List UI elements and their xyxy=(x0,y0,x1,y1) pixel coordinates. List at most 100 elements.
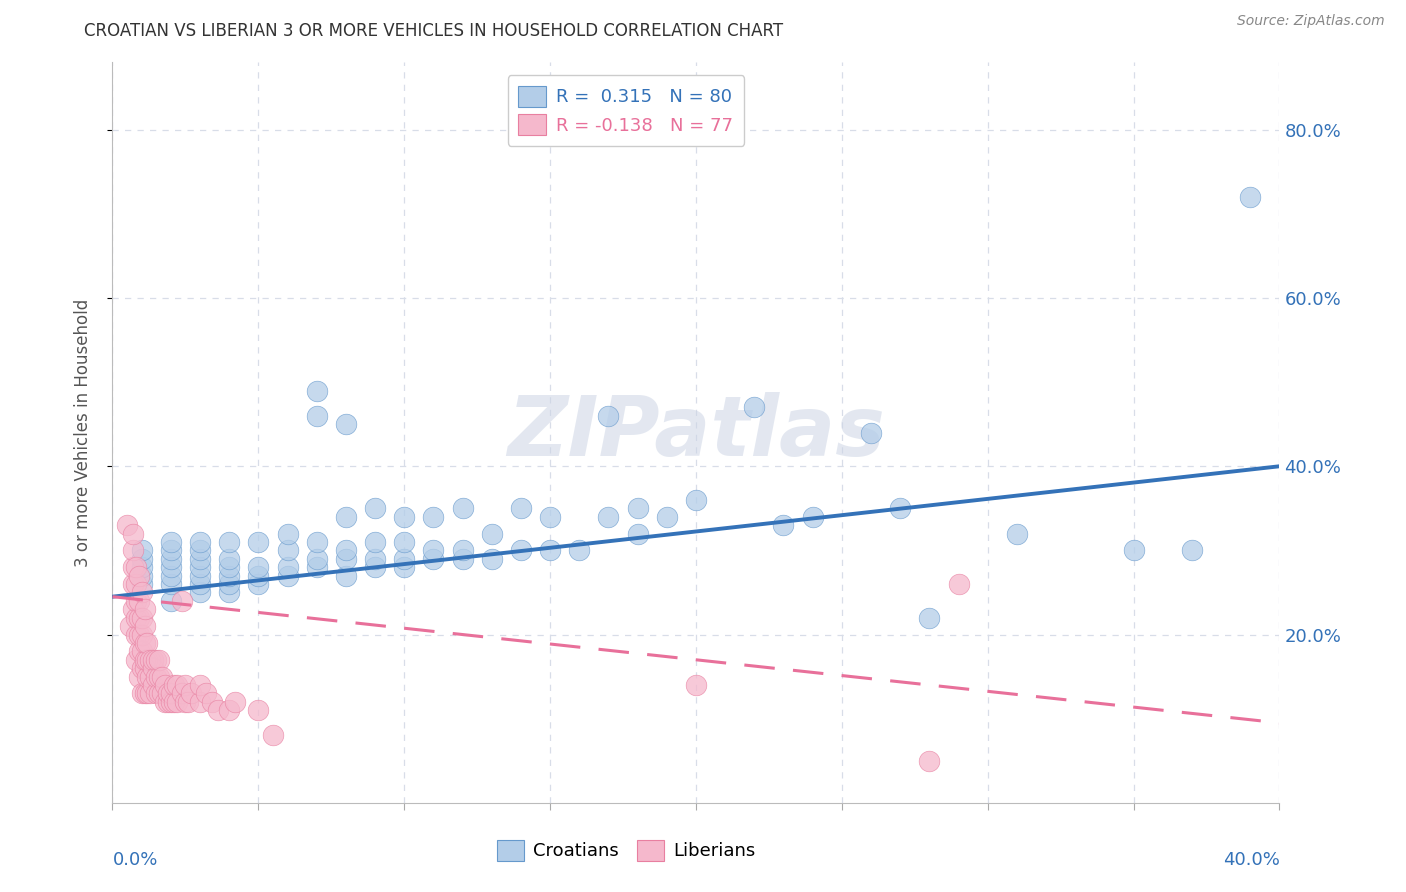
Point xyxy=(918,610,941,624)
Point xyxy=(538,509,561,524)
Point xyxy=(218,568,240,582)
Point xyxy=(145,653,167,667)
Point xyxy=(128,627,150,641)
Point xyxy=(335,543,357,558)
Point xyxy=(538,543,561,558)
Point xyxy=(131,627,153,641)
Point xyxy=(1239,190,1261,204)
Point xyxy=(627,526,650,541)
Point xyxy=(134,636,156,650)
Point xyxy=(122,560,145,574)
Point xyxy=(136,670,159,684)
Point xyxy=(247,568,270,582)
Point xyxy=(148,653,170,667)
Point xyxy=(364,551,387,566)
Text: 0.0%: 0.0% xyxy=(112,851,157,870)
Point xyxy=(568,543,591,558)
Point xyxy=(364,560,387,574)
Point xyxy=(889,501,911,516)
Point xyxy=(125,594,148,608)
Point xyxy=(188,585,211,599)
Point xyxy=(188,543,211,558)
Point xyxy=(174,678,197,692)
Point xyxy=(148,670,170,684)
Point xyxy=(685,492,707,507)
Point xyxy=(207,703,229,717)
Point xyxy=(335,417,357,432)
Point xyxy=(218,585,240,599)
Point xyxy=(160,551,183,566)
Point xyxy=(218,535,240,549)
Point xyxy=(156,695,179,709)
Point xyxy=(1181,543,1204,558)
Point xyxy=(247,703,270,717)
Point xyxy=(218,560,240,574)
Point xyxy=(451,543,474,558)
Point xyxy=(131,577,153,591)
Point xyxy=(247,535,270,549)
Point xyxy=(481,551,503,566)
Point xyxy=(131,585,153,599)
Point xyxy=(131,610,153,624)
Point xyxy=(364,501,387,516)
Point xyxy=(276,560,298,574)
Point xyxy=(134,602,156,616)
Point xyxy=(177,695,200,709)
Point xyxy=(122,577,145,591)
Point xyxy=(451,501,474,516)
Point xyxy=(160,535,183,549)
Point xyxy=(276,543,298,558)
Point xyxy=(131,551,153,566)
Point xyxy=(188,560,211,574)
Point xyxy=(139,670,162,684)
Point xyxy=(188,535,211,549)
Point xyxy=(394,551,416,566)
Point xyxy=(150,686,173,700)
Point xyxy=(224,695,246,709)
Point xyxy=(145,686,167,700)
Point xyxy=(122,543,145,558)
Point xyxy=(218,703,240,717)
Point xyxy=(1005,526,1028,541)
Point xyxy=(655,509,678,524)
Point xyxy=(481,526,503,541)
Point xyxy=(160,543,183,558)
Point xyxy=(163,678,186,692)
Point xyxy=(218,551,240,566)
Point xyxy=(150,670,173,684)
Point xyxy=(305,384,328,398)
Point xyxy=(276,526,298,541)
Point xyxy=(166,695,188,709)
Point xyxy=(188,568,211,582)
Point xyxy=(142,653,165,667)
Point xyxy=(247,560,270,574)
Point xyxy=(122,602,145,616)
Point xyxy=(163,695,186,709)
Point xyxy=(188,678,211,692)
Point xyxy=(451,551,474,566)
Point xyxy=(1122,543,1144,558)
Point xyxy=(174,695,197,709)
Point xyxy=(125,627,148,641)
Point xyxy=(188,695,211,709)
Point xyxy=(305,535,328,549)
Point xyxy=(172,594,194,608)
Point xyxy=(136,636,159,650)
Point xyxy=(160,695,183,709)
Point xyxy=(364,535,387,549)
Point xyxy=(509,543,531,558)
Y-axis label: 3 or more Vehicles in Household: 3 or more Vehicles in Household xyxy=(73,299,91,566)
Point xyxy=(125,560,148,574)
Point xyxy=(128,610,150,624)
Point xyxy=(918,754,941,768)
Point xyxy=(422,509,444,524)
Point xyxy=(128,568,150,582)
Point xyxy=(166,678,188,692)
Point xyxy=(335,568,357,582)
Point xyxy=(131,543,153,558)
Legend: Croatians, Liberians: Croatians, Liberians xyxy=(489,832,762,868)
Text: 40.0%: 40.0% xyxy=(1223,851,1279,870)
Point xyxy=(305,409,328,423)
Point xyxy=(305,551,328,566)
Point xyxy=(142,661,165,675)
